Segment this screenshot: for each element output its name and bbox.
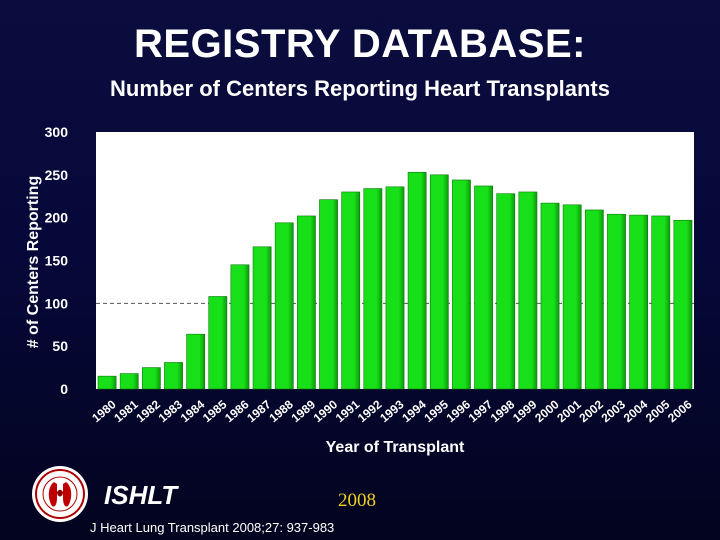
bar-1993 — [385, 186, 405, 390]
ishlt-logo-icon — [32, 466, 88, 522]
bar-2006 — [673, 219, 693, 390]
publication-year: 2008 — [338, 490, 376, 511]
bar-2002 — [584, 209, 604, 390]
citation: J Heart Lung Transplant 2008;27: 937-983 — [90, 520, 335, 535]
bar-1984 — [186, 333, 206, 390]
org-name: ISHLT — [104, 480, 178, 510]
bar-2000 — [540, 202, 560, 390]
page-subtitle: Number of Centers Reporting Heart Transp… — [110, 76, 610, 101]
bar-1983 — [164, 362, 183, 390]
bar-1998 — [496, 193, 516, 390]
y-tick-label: 150 — [45, 253, 69, 269]
bar-1987 — [252, 246, 272, 390]
bar-1997 — [474, 185, 493, 390]
bar-1980 — [97, 375, 117, 390]
bar-2005 — [651, 215, 671, 390]
x-axis-label: Year of Transplant — [326, 439, 465, 456]
bar-1986 — [230, 264, 250, 390]
bar-1995 — [429, 174, 449, 390]
bar-1981 — [119, 373, 139, 390]
y-tick-label: 50 — [52, 338, 68, 354]
y-tick-label: 200 — [45, 210, 69, 226]
bar-2003 — [607, 213, 626, 390]
bar-1990 — [319, 199, 338, 390]
bar-1988 — [274, 222, 294, 390]
x-tick-label: 2006 — [665, 397, 695, 425]
y-tick-label: 300 — [45, 124, 69, 140]
bar-1994 — [407, 171, 427, 390]
y-tick-label: 0 — [60, 381, 68, 397]
y-tick-label: 100 — [45, 295, 69, 311]
bar-1999 — [518, 191, 538, 390]
bar-2004 — [629, 214, 649, 390]
bar-1985 — [208, 296, 228, 390]
bar-1989 — [297, 215, 316, 390]
y-tick-label: 250 — [45, 167, 69, 183]
page-title: REGISTRY DATABASE: — [134, 22, 586, 66]
bar-1992 — [363, 188, 383, 390]
bar-1996 — [452, 179, 471, 390]
bar-1991 — [341, 191, 361, 390]
y-axis-label: # of Centers Reporting — [25, 176, 42, 348]
bar-1982 — [141, 367, 161, 390]
bar-2001 — [562, 204, 582, 390]
